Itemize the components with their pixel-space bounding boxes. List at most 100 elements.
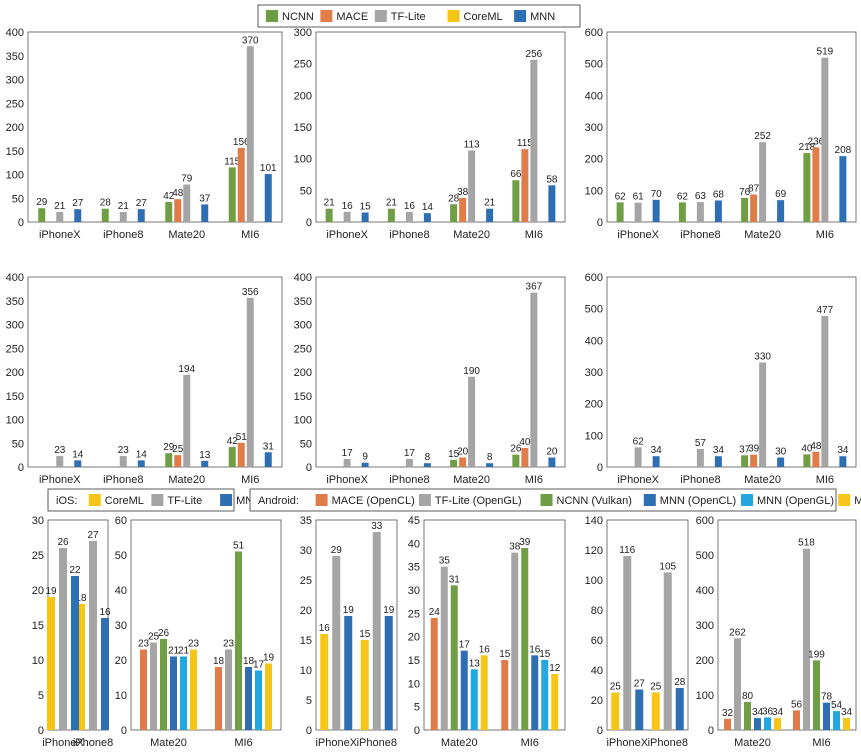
data-label: 62	[633, 436, 645, 447]
data-label: 156	[233, 137, 250, 148]
bar	[741, 455, 749, 467]
legend-swatch	[447, 10, 460, 22]
y-tick-label: 100	[294, 415, 312, 427]
x-tick-label: Mate20	[150, 737, 187, 749]
y-tick-label: 250	[294, 59, 312, 71]
y-tick-label: 0	[306, 725, 312, 737]
bar	[777, 457, 785, 467]
y-tick-label: 300	[6, 320, 24, 332]
legend-label: TF-Lite	[167, 495, 202, 507]
data-label: 252	[754, 131, 771, 142]
bar	[201, 204, 209, 222]
bar	[450, 585, 458, 730]
bar	[521, 548, 529, 730]
bar	[741, 197, 749, 222]
data-label: 194	[178, 364, 195, 375]
y-tick-label: 150	[6, 146, 24, 158]
chart-panel-5: 0 50 100 150 200 250 300 350 400 iPhoneX iPhone8 Ma…	[294, 272, 566, 486]
bar	[137, 209, 145, 222]
x-tick-label: Mate20	[453, 474, 490, 486]
y-tick-label: 60	[591, 635, 603, 647]
y-tick-label: 0	[18, 217, 24, 229]
bar	[174, 199, 182, 222]
data-label: 27	[136, 198, 148, 209]
y-tick-label: 50	[300, 438, 312, 450]
bar	[423, 463, 431, 467]
data-label: 15	[539, 649, 551, 660]
legend-label: TF-Lite	[391, 11, 426, 23]
legend-swatch	[266, 10, 278, 22]
y-tick-label: 0	[597, 462, 603, 474]
y-tick-label: 200	[6, 122, 24, 134]
bar	[833, 711, 840, 730]
chart-panel-1: 0 50 100 150 200 250 300 350 400 iPhoneX iPhone8 Ma…	[6, 27, 283, 241]
legend-swatch	[838, 494, 851, 506]
y-tick-label: 15	[300, 635, 312, 647]
y-tick-label: 50	[300, 185, 312, 197]
y-tick-label: 20	[300, 605, 312, 617]
y-tick-label: 250	[294, 343, 312, 355]
y-tick-label: 5	[306, 695, 312, 707]
y-tick-label: 500	[585, 304, 603, 316]
bar	[548, 185, 556, 222]
plot-frame	[606, 519, 689, 731]
legend-label: TF-Lite (OpenGL)	[435, 495, 522, 507]
data-label: 40	[801, 443, 813, 454]
bar	[228, 167, 236, 222]
bar	[360, 640, 369, 730]
data-label: 101	[260, 163, 277, 174]
bar	[480, 655, 488, 730]
data-label: 16	[479, 644, 491, 655]
y-tick-label: 300	[585, 367, 603, 379]
bar	[678, 202, 686, 222]
data-label: 40	[519, 437, 531, 448]
data-label: 70	[651, 189, 663, 200]
bar	[38, 208, 46, 222]
data-label: 63	[695, 191, 707, 202]
bar	[530, 292, 538, 467]
x-tick-label: iPhone8	[389, 229, 429, 241]
legend-ios: iOS: CoreML TF-Lite MNN	[47, 488, 261, 512]
data-label: 48	[810, 441, 822, 452]
bar	[450, 459, 458, 467]
bar	[59, 548, 67, 730]
y-tick-label: 100	[696, 690, 714, 702]
y-tick-label: 600	[585, 272, 603, 284]
data-label: 79	[181, 173, 193, 184]
bar	[170, 656, 177, 730]
data-label: 76	[739, 187, 751, 198]
bar	[839, 456, 847, 467]
data-label: 37	[739, 444, 751, 455]
y-tick-label: 100	[294, 154, 312, 166]
bar	[183, 184, 191, 222]
data-label: 51	[236, 432, 248, 443]
data-label: 34	[713, 445, 725, 456]
data-label: 30	[775, 447, 787, 458]
data-label: 25	[172, 444, 184, 455]
data-label: 8	[425, 452, 431, 463]
bar	[245, 667, 252, 730]
data-label: 113	[464, 139, 480, 150]
x-tick-label: Mate20	[734, 737, 771, 749]
y-tick-label: 500	[585, 59, 603, 71]
x-tick-label: MI6	[816, 474, 834, 486]
bar	[793, 710, 800, 730]
bar	[387, 208, 395, 222]
x-tick-label: MI6	[525, 229, 543, 241]
x-tick-label: iPhoneX	[326, 474, 368, 486]
x-tick-label: MI6	[816, 229, 834, 241]
bar	[652, 199, 660, 222]
bar	[119, 456, 127, 467]
legend-swatch	[643, 494, 656, 506]
y-tick-label: 15	[32, 620, 44, 632]
data-label: 17	[404, 448, 416, 459]
data-label: 15	[448, 449, 460, 460]
bar	[750, 454, 758, 467]
bar	[734, 638, 741, 730]
y-tick-label: 20	[115, 655, 127, 667]
y-tick-label: 40	[115, 585, 127, 597]
data-label: 105	[659, 562, 676, 573]
